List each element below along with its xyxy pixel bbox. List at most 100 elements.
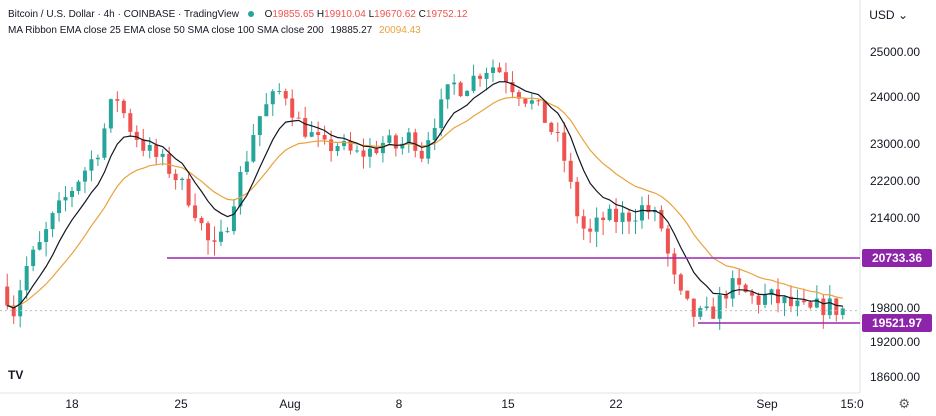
y-tick-label: 24000.00 xyxy=(870,90,920,104)
candle-body xyxy=(743,284,748,293)
candle-body xyxy=(400,143,405,149)
gear-icon[interactable]: ⚙ xyxy=(898,396,910,411)
ohlc-low-label: L xyxy=(368,9,375,20)
candle-body xyxy=(121,100,126,114)
candle-body xyxy=(290,98,295,118)
candle-body xyxy=(711,306,716,319)
ohlc-high-label: H xyxy=(316,9,325,20)
candle-body xyxy=(128,113,133,132)
x-tick-label: 22 xyxy=(609,397,623,411)
candle-body xyxy=(374,148,379,154)
candle-body xyxy=(808,302,813,308)
candle-body xyxy=(607,208,612,221)
candle-body xyxy=(471,75,476,91)
candle-body xyxy=(329,139,334,152)
candle-body xyxy=(827,298,832,316)
candle-body xyxy=(5,286,10,306)
candle-body xyxy=(160,153,165,157)
candle-body xyxy=(296,117,301,119)
chevron-down-icon: ⌄ xyxy=(894,8,908,22)
candle-body xyxy=(659,210,664,229)
candle-body xyxy=(730,278,735,299)
candle-body xyxy=(678,274,683,291)
ohlc-close-value: 19752.12 xyxy=(425,9,468,20)
candle-body xyxy=(814,298,819,308)
candle-body xyxy=(795,300,800,307)
ma-slow-value: 20094.43 xyxy=(379,25,421,36)
candle-body xyxy=(594,217,599,232)
candle-body xyxy=(704,306,709,309)
candle-body xyxy=(361,150,366,157)
candle-body xyxy=(115,99,120,101)
candle-body xyxy=(536,100,541,102)
candle-body xyxy=(335,146,340,152)
candle-body xyxy=(639,205,644,221)
candle-body xyxy=(737,278,742,285)
candle-body xyxy=(717,295,722,319)
candle-body xyxy=(76,181,81,191)
price-level-label: 19521.97 xyxy=(872,316,922,330)
indicator-header[interactable]: MA Ribbon EMA close 25 EMA close 50 SMA … xyxy=(8,25,421,36)
x-tick-label: 15:0 xyxy=(840,397,864,411)
candle-body xyxy=(542,100,547,123)
candle-body xyxy=(244,161,249,173)
ohlc-open-label: O xyxy=(264,9,273,20)
candle-body xyxy=(575,181,580,217)
x-tick-label: Sep xyxy=(756,397,778,411)
currency-selector[interactable]: USD ⌄ xyxy=(869,8,908,22)
candle-body xyxy=(212,240,217,242)
symbol-title[interactable]: Bitcoin / U.S. Dollar · 4h · COINBASE · … xyxy=(8,9,240,20)
candle-body xyxy=(141,139,146,151)
x-tick-label: Aug xyxy=(279,397,300,411)
candle-body xyxy=(801,300,806,303)
candle-body xyxy=(756,295,761,305)
candle-body xyxy=(432,128,437,141)
candle-body xyxy=(264,104,269,117)
candle-body xyxy=(698,308,703,317)
candle-body xyxy=(821,298,826,316)
candle-body xyxy=(775,289,780,304)
price-level-tag xyxy=(862,314,932,332)
y-tick-label: 19200.00 xyxy=(870,335,920,349)
candle-body xyxy=(491,67,496,73)
candle-body xyxy=(685,290,690,299)
candle-body xyxy=(497,67,502,73)
candle-body xyxy=(465,90,470,97)
candle-body xyxy=(439,99,444,129)
candle-body xyxy=(309,132,314,137)
candle-body xyxy=(283,91,288,99)
candle-body xyxy=(788,296,793,307)
candle-body xyxy=(516,92,521,99)
candle-body xyxy=(568,160,573,182)
x-tick-label: 25 xyxy=(174,397,188,411)
candle-body xyxy=(529,100,534,104)
candle-body xyxy=(89,159,94,171)
symbol-header: Bitcoin / U.S. Dollar · 4h · COINBASE · … xyxy=(8,9,468,20)
candle-body xyxy=(452,82,457,85)
candle-body xyxy=(173,173,178,181)
candle-body xyxy=(231,206,236,232)
indicator-name: MA Ribbon EMA close 25 EMA close 50 SMA … xyxy=(8,25,324,36)
candle-body xyxy=(633,220,638,222)
x-tick-label: 8 xyxy=(396,397,403,411)
candle-body xyxy=(37,242,42,250)
y-tick-label: 23000.00 xyxy=(870,137,920,151)
candle-body xyxy=(614,208,619,222)
candle-body xyxy=(406,132,411,144)
ma-fast-value: 19885.27 xyxy=(330,25,373,36)
candle-body xyxy=(199,217,204,224)
x-tick-label: 18 xyxy=(65,397,79,411)
candle-body xyxy=(154,144,159,157)
candle-body xyxy=(206,223,211,241)
candle-body xyxy=(316,132,321,136)
candle-body xyxy=(193,205,198,218)
candle-body xyxy=(31,249,36,267)
candle-body xyxy=(102,128,107,158)
candle-body xyxy=(24,266,29,291)
candle-body xyxy=(348,140,353,151)
candle-body xyxy=(549,122,554,132)
candle-body xyxy=(387,135,392,143)
candle-body xyxy=(186,178,191,206)
